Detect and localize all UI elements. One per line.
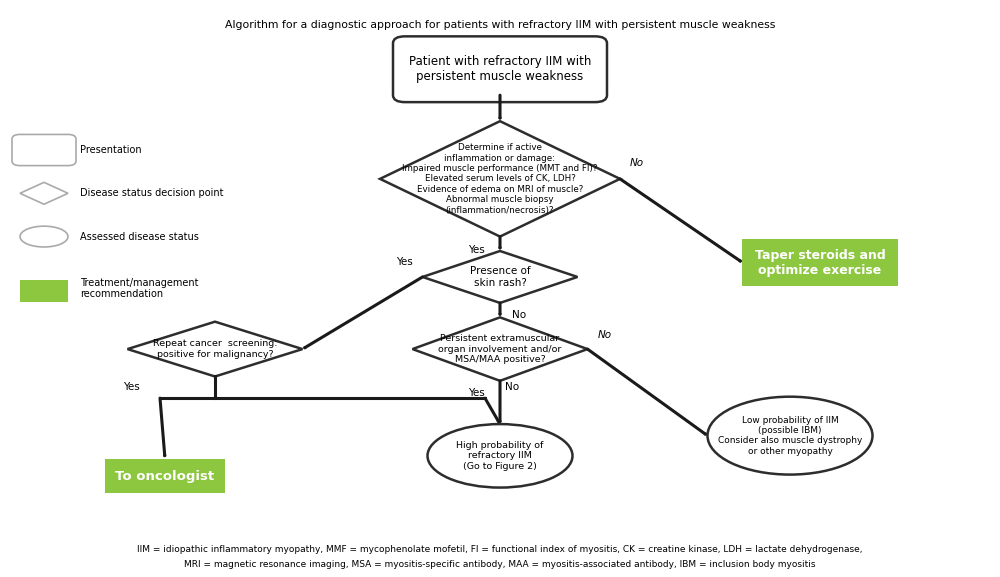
- Text: Persistent extramuscular
organ involvement and/or
MSA/MAA positive?: Persistent extramuscular organ involveme…: [438, 334, 562, 364]
- FancyBboxPatch shape: [12, 134, 76, 166]
- FancyBboxPatch shape: [742, 239, 898, 286]
- FancyBboxPatch shape: [20, 280, 68, 302]
- Text: Presentation: Presentation: [80, 145, 142, 155]
- Text: Low probability of IIM
(possible IBM)
Consider also muscle dystrophy
or other my: Low probability of IIM (possible IBM) Co…: [718, 415, 862, 456]
- Text: Treatment/management
recommendation: Treatment/management recommendation: [80, 278, 198, 299]
- Text: No: No: [630, 159, 644, 168]
- Text: Taper steroids and
optimize exercise: Taper steroids and optimize exercise: [755, 249, 885, 276]
- Text: IIM = idiopathic inflammatory myopathy, MMF = mycophenolate mofetil, FI = functi: IIM = idiopathic inflammatory myopathy, …: [137, 545, 863, 554]
- Text: Yes: Yes: [123, 383, 140, 392]
- Text: MRI = magnetic resonance imaging, MSA = myositis-specific antibody, MAA = myosit: MRI = magnetic resonance imaging, MSA = …: [184, 560, 816, 569]
- Text: Presence of
skin rash?: Presence of skin rash?: [470, 266, 530, 288]
- Text: No: No: [598, 331, 612, 340]
- Polygon shape: [128, 322, 302, 376]
- Text: To oncologist: To oncologist: [115, 470, 215, 482]
- Text: Disease status decision point: Disease status decision point: [80, 188, 224, 198]
- Ellipse shape: [708, 397, 872, 474]
- Text: Yes: Yes: [468, 388, 485, 398]
- Text: Yes: Yes: [468, 245, 485, 255]
- Text: Yes: Yes: [396, 257, 413, 267]
- Text: High probability of
refractory IIM
(Go to Figure 2): High probability of refractory IIM (Go t…: [456, 441, 544, 471]
- Ellipse shape: [428, 424, 572, 488]
- Polygon shape: [380, 121, 620, 237]
- Text: No: No: [505, 383, 519, 392]
- Ellipse shape: [20, 226, 68, 247]
- Text: Assessed disease status: Assessed disease status: [80, 231, 199, 242]
- Polygon shape: [413, 317, 588, 381]
- Text: Algorithm for a diagnostic approach for patients with refractory IIM with persis: Algorithm for a diagnostic approach for …: [225, 20, 775, 30]
- Text: Patient with refractory IIM with
persistent muscle weakness: Patient with refractory IIM with persist…: [409, 55, 591, 83]
- Polygon shape: [422, 251, 578, 303]
- Polygon shape: [20, 182, 68, 204]
- Text: Repeat cancer  screening:
positive for malignancy?: Repeat cancer screening: positive for ma…: [153, 339, 277, 359]
- Text: Determine if active
inflammation or damage:
Impaired muscle performance (MMT and: Determine if active inflammation or dama…: [402, 143, 598, 215]
- FancyBboxPatch shape: [393, 36, 607, 102]
- Text: No: No: [512, 310, 526, 320]
- FancyBboxPatch shape: [105, 459, 225, 493]
